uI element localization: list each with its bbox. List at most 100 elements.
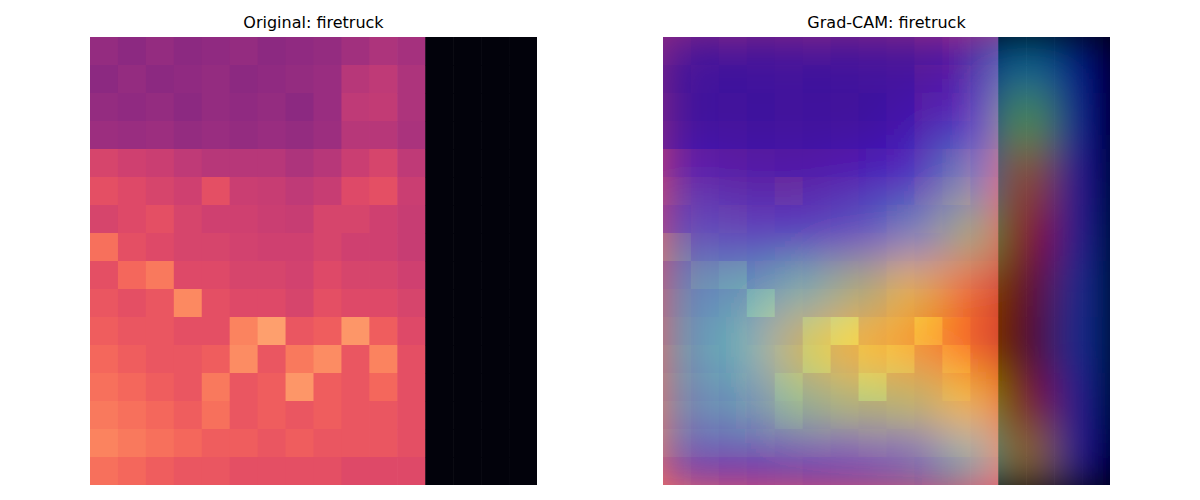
- heatmap-cell: [314, 177, 343, 206]
- heatmap-cell: [481, 233, 510, 262]
- heatmap-cell: [286, 65, 315, 94]
- heatmap-cell: [369, 429, 398, 458]
- heatmap-cell: [146, 149, 175, 178]
- heatmap-cell: [663, 373, 719, 430]
- heatmap-cell: [481, 121, 510, 150]
- heatmap-cell: [118, 93, 147, 122]
- heatmap-cell: [397, 373, 426, 402]
- heatmap-cell: [341, 65, 370, 94]
- heatmap-cell: [314, 149, 343, 178]
- heatmap-cell: [314, 121, 343, 150]
- heatmap-cell: [230, 205, 259, 234]
- heatmap-cell: [397, 205, 426, 234]
- heatmap-cell: [509, 345, 537, 374]
- heatmap-cell: [286, 93, 315, 122]
- heatmap-cell: [1054, 373, 1110, 430]
- heatmap-cell: [509, 317, 537, 346]
- heatmap-cell: [369, 317, 398, 346]
- heatmap-cell: [481, 345, 510, 374]
- heatmap-cell: [174, 121, 203, 150]
- heatmap-cell: [369, 177, 398, 206]
- heatmap-cell: [453, 205, 482, 234]
- heatmap-cell: [369, 93, 398, 122]
- heatmap-cell: [775, 261, 831, 318]
- heatmap-cell: [146, 93, 175, 122]
- heatmap-cell: [369, 233, 398, 262]
- heatmap-cell: [258, 317, 287, 346]
- heatmap-cell: [942, 149, 998, 206]
- heatmap-cell: [174, 37, 203, 66]
- heatmap-cell: [286, 373, 315, 402]
- heatmap-cell: [998, 93, 1054, 150]
- heatmap-cell: [314, 205, 343, 234]
- heatmap-cell: [1054, 261, 1110, 318]
- heatmap-cell: [341, 401, 370, 430]
- heatmap-cell: [174, 457, 203, 485]
- heatmap-cell: [509, 429, 537, 458]
- heatmap-cell: [719, 149, 775, 206]
- heatmap-cell: [942, 37, 998, 94]
- heatmap-cell: [286, 345, 315, 374]
- heatmap-cell: [453, 261, 482, 290]
- heatmap-cell: [258, 401, 287, 430]
- heatmap-cell: [397, 149, 426, 178]
- title: Original: firetruck: [243, 13, 384, 32]
- heatmap-cell: [509, 205, 537, 234]
- heatmap-cell: [942, 373, 998, 430]
- heatmap-cell: [174, 205, 203, 234]
- heatmap-cell: [286, 233, 315, 262]
- title: Grad-CAM: firetruck: [807, 13, 966, 32]
- heatmap-cell: [998, 37, 1054, 94]
- heatmap-cell: [230, 121, 259, 150]
- heatmap-cell: [887, 149, 943, 206]
- heatmap-cell: [146, 401, 175, 430]
- heatmap-cell: [314, 233, 343, 262]
- heatmap-cell: [1054, 317, 1110, 374]
- heatmap-cell: [425, 401, 454, 430]
- heatmap-cell: [425, 457, 454, 485]
- heatmap-cell: [719, 93, 775, 150]
- heatmap-cell: [775, 205, 831, 262]
- heatmap-cell: [90, 65, 119, 94]
- heatmap-cell: [314, 261, 343, 290]
- heatmap-cell: [146, 457, 175, 485]
- heatmap-cell: [453, 93, 482, 122]
- heatmap-cell: [509, 261, 537, 290]
- heatmap-cell: [314, 289, 343, 318]
- heatmap-cell: [831, 93, 887, 150]
- heatmap-cell: [481, 401, 510, 430]
- heatmap-cell: [481, 149, 510, 178]
- heatmap-cell: [230, 37, 259, 66]
- heatmap-cell: [998, 429, 1054, 485]
- heatmap-cell: [90, 37, 119, 66]
- heatmap-cell: [887, 205, 943, 262]
- heatmap-cell: [453, 289, 482, 318]
- heatmap-cell: [286, 429, 315, 458]
- heatmap-cell: [118, 261, 147, 290]
- heatmap-cell: [998, 317, 1054, 374]
- heatmap-cell: [1054, 37, 1110, 94]
- heatmap-cell: [118, 205, 147, 234]
- heatmap-cell: [453, 401, 482, 430]
- heatmap-cell: [369, 289, 398, 318]
- heatmap-cell: [118, 317, 147, 346]
- heatmap-cell: [397, 233, 426, 262]
- heatmap-cell: [663, 205, 719, 262]
- heatmap-cell: [481, 37, 510, 66]
- heatmap-cell: [341, 345, 370, 374]
- heatmap-cell: [146, 233, 175, 262]
- heatmap-cell: [258, 65, 287, 94]
- heatmap-cell: [202, 289, 231, 318]
- heatmap-cell: [775, 93, 831, 150]
- heatmap-cell: [286, 121, 315, 150]
- heatmap-cell: [481, 373, 510, 402]
- heatmap-cell: [663, 149, 719, 206]
- heatmap-cell: [887, 37, 943, 94]
- heatmap-cell: [174, 93, 203, 122]
- heatmap-cell: [146, 317, 175, 346]
- heatmap-cell: [341, 177, 370, 206]
- heatmap-cell: [230, 93, 259, 122]
- heatmap-cell: [258, 289, 287, 318]
- heatmap-cell: [202, 93, 231, 122]
- heatmap-cell: [453, 317, 482, 346]
